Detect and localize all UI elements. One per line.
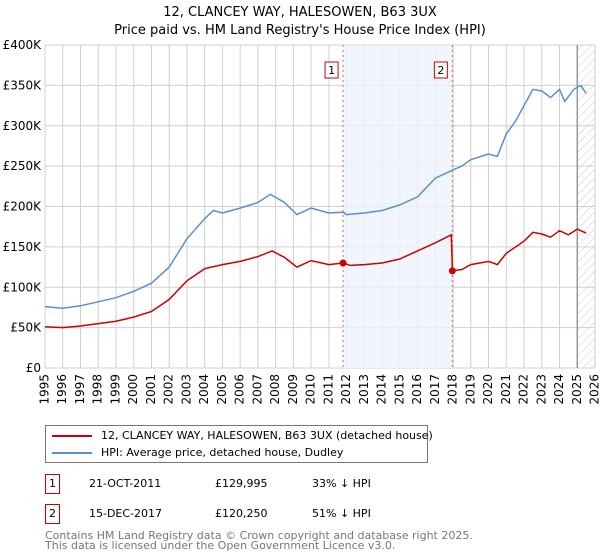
x-tick-label: 2010 [304,374,318,405]
sale-marker-box [433,61,448,79]
y-tick-label: £150K [3,240,43,254]
sale-hpi-diff: 51% ↓ HPI [312,507,371,520]
legend-swatch [52,452,92,454]
legend-label: HPI: Average price, detached house, Dudl… [101,446,344,459]
footer-copyright: Contains HM Land Registry data © Crown c… [45,529,473,542]
x-tick-label: 1999 [108,374,122,405]
sale-marker-label: 2 [437,64,444,77]
x-tick-label: 2019 [463,374,477,405]
x-tick-label: 2004 [197,374,211,405]
legend-label: 12, CLANCEY WAY, HALESOWEN, B63 3UX (det… [101,429,433,442]
y-tick-label: £100K [3,280,43,294]
sale-date: 15-DEC-2017 [89,507,163,520]
sale-marker-box [324,61,339,79]
footer: Contains HM Land Registry data © Crown c… [45,529,473,552]
x-tick-label: 2017 [428,374,442,405]
legend-swatch [52,435,92,437]
x-tick-label: 2022 [517,374,531,405]
sale-marker: 1 [45,474,60,494]
series-line [44,84,587,309]
x-tick-label: 2021 [499,374,513,405]
x-tick-label: 2011 [321,374,335,405]
x-tick-label: 2001 [144,374,158,405]
x-tick-label: 2025 [570,374,584,405]
y-tick-label: £250K [3,159,43,173]
x-tick-label: 1997 [73,374,87,405]
x-tick-label: 2003 [179,374,193,405]
sale-date: 21-OCT-2011 [89,477,162,490]
y-tick-label: £400K [3,38,43,52]
y-tick-label: £0 [26,361,41,375]
chart-subtitle: Price paid vs. HM Land Registry's House … [114,23,486,38]
sale-point [339,259,347,267]
x-tick-label: 2015 [392,374,406,405]
x-tick-label: 1996 [55,374,69,405]
x-tick-label: 2026 [588,374,600,405]
sale-marker-label: 1 [328,64,335,77]
x-tick-label: 2018 [446,374,460,405]
footer-licence: This data is licensed under the Open Gov… [45,539,396,552]
sale-period-band [343,45,453,368]
y-tick-label: £50K [10,321,42,335]
sale-price: £129,995 [215,477,268,490]
x-tick-label: 1995 [38,374,52,405]
x-tick-label: 2016 [410,374,424,405]
chart-title: 12, CLANCEY WAY, HALESOWEN, B63 3UX [163,5,437,20]
price-chart: 12, CLANCEY WAY, HALESOWEN, B63 3UX Pric… [3,5,600,405]
x-tick-label: 2007 [250,374,264,405]
sale-price: £120,250 [215,507,268,520]
x-tick-label: 2013 [357,374,371,405]
x-tick-label: 2000 [126,374,140,405]
sale-hpi-diff: 33% ↓ HPI [312,477,371,490]
sale-point [448,267,456,275]
x-tick-label: 2014 [375,374,389,405]
x-tick-label: 2005 [215,374,229,405]
y-tick-label: £200K [3,200,43,214]
x-tick-label: 2008 [268,374,282,405]
x-tick-label: 2020 [481,374,495,405]
y-tick-label: £300K [3,119,43,133]
x-tick-label: 1998 [91,374,105,405]
x-tick-label: 2012 [339,374,353,405]
series-line [44,228,587,329]
y-tick-label: £350K [3,78,43,92]
x-tick-label: 2024 [552,374,566,405]
x-tick-label: 2002 [162,374,176,405]
forecast-hatch [577,45,595,368]
x-tick-label: 2009 [286,374,300,405]
sale-marker: 2 [45,504,60,524]
x-tick-label: 2023 [534,374,548,405]
x-tick-label: 2006 [233,374,247,405]
legend: 12, CLANCEY WAY, HALESOWEN, B63 3UX (det… [45,425,433,463]
